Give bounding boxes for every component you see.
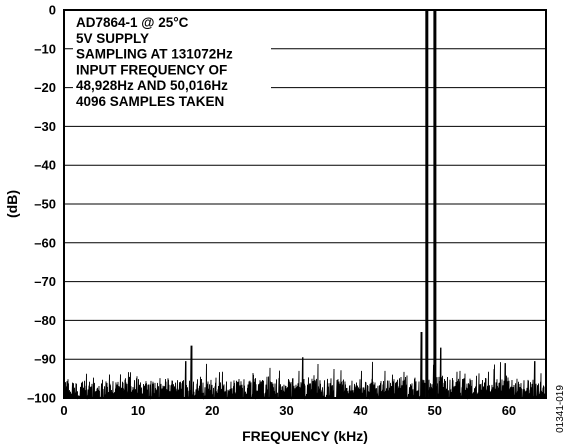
y-tick-label: –50 xyxy=(34,197,56,212)
annotation-line: AD7864-1 @ 25°C xyxy=(76,15,189,30)
y-tick-label: –10 xyxy=(34,41,56,56)
y-tick-label: –70 xyxy=(34,274,56,289)
annotation-line: INPUT FREQUENCY OF xyxy=(76,62,227,77)
annotation-line: 4096 SAMPLES TAKEN xyxy=(76,94,224,109)
y-tick-label: –100 xyxy=(27,391,56,406)
figure-id: 01341-019 xyxy=(555,385,566,433)
y-tick-label: –90 xyxy=(34,352,56,367)
annotation-line: 5V SUPPLY xyxy=(76,31,149,46)
y-tick-labels: 0 –10 –20 –30 –40 –50 –60 –70 –80 –90 –100 xyxy=(27,3,56,406)
y-tick-label: 0 xyxy=(49,3,56,18)
x-tick-label: 0 xyxy=(60,403,67,418)
x-tick-label: 60 xyxy=(502,403,516,418)
x-axis-label: FREQUENCY (kHz) xyxy=(242,428,368,444)
signal-peaks xyxy=(425,10,437,398)
y-tick-label: –20 xyxy=(34,80,56,95)
x-tick-label: 30 xyxy=(279,403,293,418)
x-tick-labels: 0 10 20 30 40 50 60 xyxy=(60,403,516,418)
x-tick-label: 20 xyxy=(205,403,219,418)
annotation-background xyxy=(73,14,271,113)
plot-frame xyxy=(63,9,547,399)
y-tick-label: –60 xyxy=(34,235,56,250)
spectrum-trace xyxy=(64,331,546,400)
annotation-line: SAMPLING AT 131072Hz xyxy=(76,47,233,62)
x-tick-label: 40 xyxy=(353,403,367,418)
y-tick-label: –30 xyxy=(34,119,56,134)
y-tick-label: –80 xyxy=(34,313,56,328)
x-tick-label: 10 xyxy=(131,403,145,418)
x-tick-label: 50 xyxy=(428,403,442,418)
y-axis-label: (dB) xyxy=(4,190,20,218)
y-tick-label: –40 xyxy=(34,158,56,173)
noise-floor-trace xyxy=(64,331,546,400)
annotation-line: 48,928Hz AND 50,016Hz xyxy=(76,78,228,93)
